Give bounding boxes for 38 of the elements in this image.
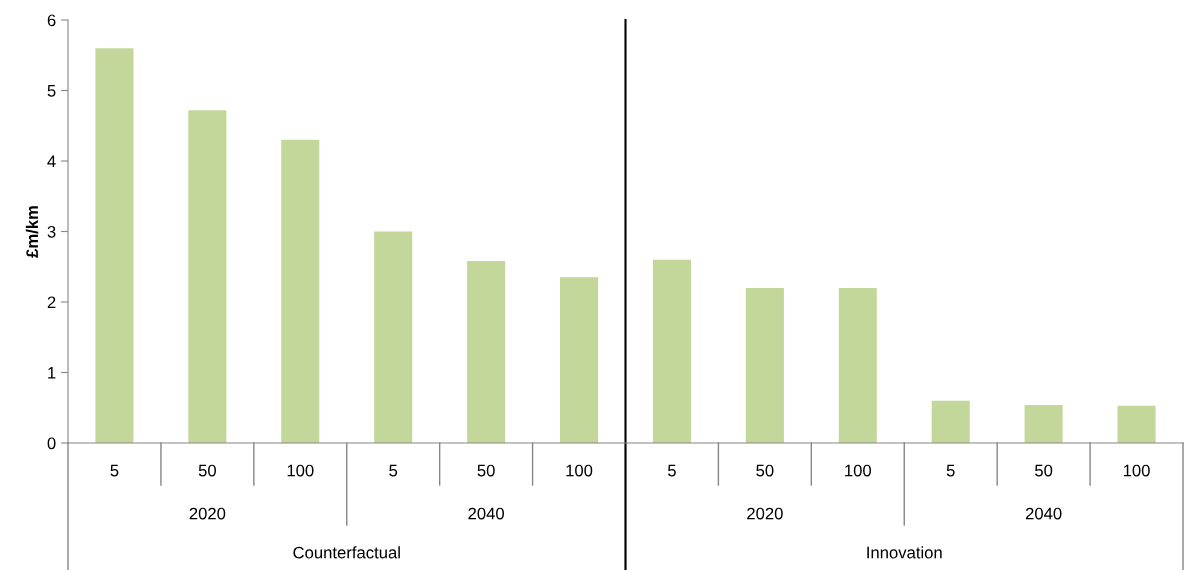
y-tick-label: 0 xyxy=(47,437,56,450)
bar xyxy=(188,110,227,443)
x-tick-label: 5 xyxy=(389,464,398,477)
text: 2040 xyxy=(1025,507,1062,520)
x-tick-label: 50 xyxy=(477,464,495,477)
y-tick-label: 1 xyxy=(48,367,56,379)
y-tick-label: 5 xyxy=(47,85,56,97)
x-tick-label: 100 xyxy=(845,464,872,477)
x-tick-label: 100 xyxy=(1123,464,1150,477)
bar xyxy=(745,287,784,443)
x-tick-label: 100 xyxy=(566,464,593,477)
text: 2020 xyxy=(747,507,783,520)
bar xyxy=(1024,404,1063,443)
y-tick-label: 6 xyxy=(47,14,56,27)
text: Counterfactual xyxy=(293,546,400,559)
x-tick-label: 5 xyxy=(667,464,676,477)
text: 2020 xyxy=(189,507,226,520)
x-tick-label: 50 xyxy=(198,464,216,477)
bar xyxy=(931,400,970,443)
x-tick-label: 5 xyxy=(110,464,119,477)
bar xyxy=(95,48,134,443)
x-tick-label: 5 xyxy=(946,464,955,477)
text: 2040 xyxy=(468,507,505,520)
y-tick-label: 4 xyxy=(47,155,56,168)
y-axis-title: £m/km xyxy=(25,206,39,258)
x-tick-label: 100 xyxy=(287,464,314,477)
x-tick-label: 50 xyxy=(1035,464,1053,477)
text: Innovation xyxy=(867,546,942,559)
bar xyxy=(281,139,320,443)
bar xyxy=(1117,405,1156,443)
y-tick-label: 3 xyxy=(47,225,56,238)
bar xyxy=(838,287,877,443)
x-tick-label: 50 xyxy=(756,464,774,477)
bar xyxy=(374,231,413,443)
bar xyxy=(467,261,506,443)
bar xyxy=(652,259,692,443)
y-tick-label: 2 xyxy=(47,296,56,309)
bar xyxy=(559,277,599,443)
